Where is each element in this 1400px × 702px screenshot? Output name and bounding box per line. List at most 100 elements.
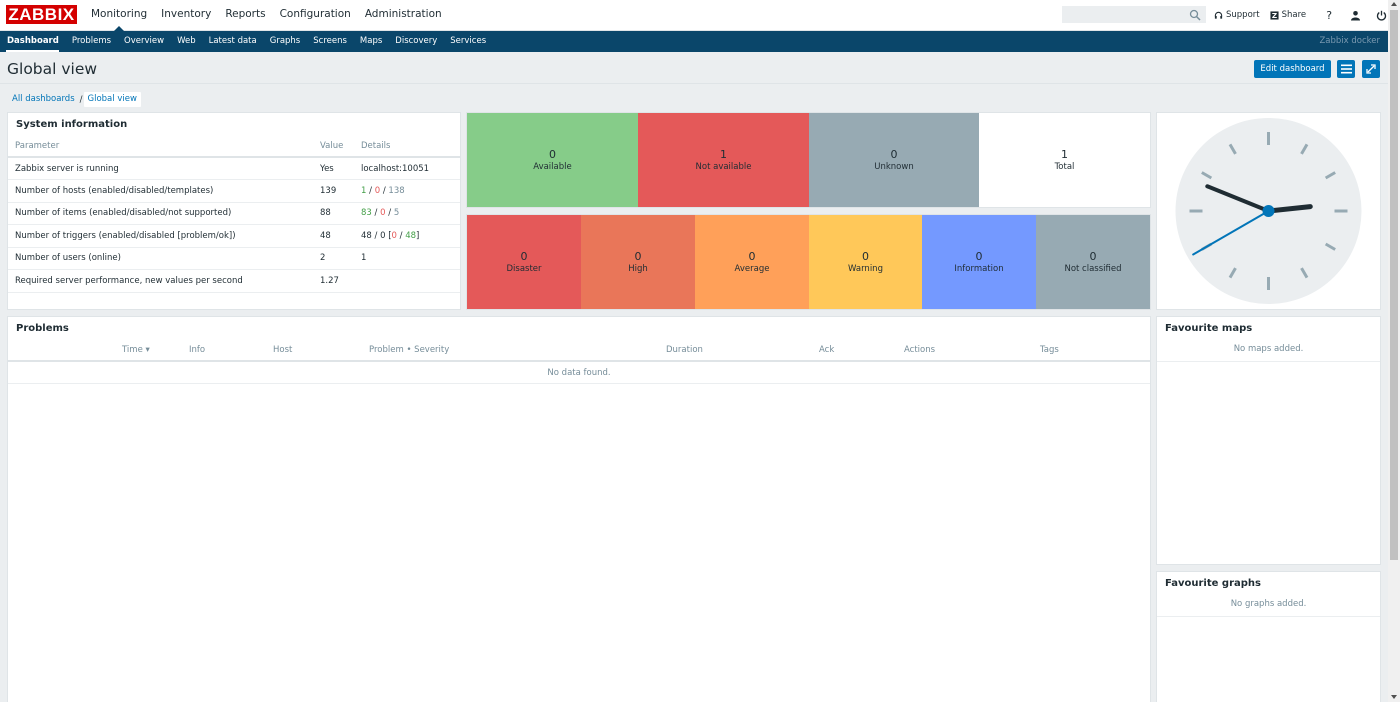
main-menu-configuration[interactable]: Configuration bbox=[279, 8, 351, 20]
widget-title: Favourite graphs bbox=[1165, 578, 1261, 589]
clock-minute-hand bbox=[1205, 184, 1271, 213]
column-header-parameter: Parameter bbox=[8, 136, 313, 158]
severity-tiles: 0 Disaster 0 High 0 Average 0 Warning 0 … bbox=[467, 215, 1150, 309]
tile-label: Unknown bbox=[874, 162, 914, 172]
clock-second-hand bbox=[1192, 210, 1270, 256]
host-availability-widget: 0 Available 1 Not available 0 Unknown 1 … bbox=[466, 112, 1151, 208]
tile-count: 1 bbox=[720, 148, 727, 161]
host-not-available-tile[interactable]: 1 Not available bbox=[638, 113, 809, 207]
severity-high-tile[interactable]: 0 High bbox=[581, 215, 695, 309]
value-cell: 88 bbox=[313, 202, 354, 225]
fullscreen-button[interactable] bbox=[1362, 60, 1380, 78]
table-row: Zabbix server is running Yes localhost:1… bbox=[8, 157, 460, 180]
severity-not-classified-tile[interactable]: 0 Not classified bbox=[1036, 215, 1150, 309]
sub-menu-dashboard[interactable]: Dashboard bbox=[0, 31, 65, 52]
share-label: Share bbox=[1281, 10, 1307, 20]
main-menu-reports[interactable]: Reports bbox=[225, 8, 266, 20]
tile-label: Not available bbox=[695, 162, 752, 172]
parameter-cell: Number of items (enabled/disabled/not su… bbox=[8, 202, 313, 225]
details-cell: 83 / 0 / 5 bbox=[354, 202, 460, 225]
column-header-time[interactable]: Time ▾ bbox=[122, 345, 150, 355]
system-information-widget: System information Parameter Value Detai… bbox=[7, 112, 461, 310]
table-row: Number of hosts (enabled/disabled/templa… bbox=[8, 179, 460, 203]
details-cell: 1 bbox=[354, 247, 460, 270]
sub-menu-latest-data[interactable]: Latest data bbox=[208, 36, 257, 46]
severity-average-tile[interactable]: 0 Average bbox=[695, 215, 809, 309]
sub-menu-discovery[interactable]: Discovery bbox=[395, 36, 438, 46]
sign-out-icon[interactable] bbox=[1374, 8, 1388, 22]
value-cell: 48 bbox=[313, 224, 354, 248]
tile-count: 0 bbox=[748, 250, 756, 263]
table-row: Required server performance, new values … bbox=[8, 269, 460, 293]
fullscreen-icon bbox=[1366, 64, 1376, 74]
table-row: Number of triggers (enabled/disabled [pr… bbox=[8, 224, 460, 248]
details-cell: localhost:10051 bbox=[354, 157, 460, 180]
parameter-cell: Number of hosts (enabled/disabled/templa… bbox=[8, 179, 313, 203]
sub-menu-screens[interactable]: Screens bbox=[313, 36, 347, 46]
separator: / bbox=[371, 208, 381, 219]
scroll-up-arrow[interactable] bbox=[1391, 2, 1397, 6]
problem-count: 0 bbox=[391, 230, 397, 241]
details-cell: 48 / 0 [0 / 48] bbox=[354, 224, 460, 248]
column-header-tags: Tags bbox=[1040, 345, 1059, 355]
sub-menu-graphs[interactable]: Graphs bbox=[269, 36, 301, 46]
tile-label: Total bbox=[1054, 162, 1075, 172]
separator: / bbox=[366, 185, 375, 196]
host-available-tile[interactable]: 0 Available bbox=[467, 113, 638, 207]
zabbix-logo[interactable]: ZABBIX bbox=[6, 5, 77, 24]
triggers-prefix: 48 / 0 [ bbox=[361, 230, 392, 241]
host-availability-tiles: 0 Available 1 Not available 0 Unknown 1 … bbox=[467, 113, 1150, 207]
dashboard-actions-button[interactable] bbox=[1337, 60, 1355, 78]
analog-clock bbox=[1175, 118, 1362, 304]
severity-disaster-tile[interactable]: 0 Disaster bbox=[467, 215, 581, 309]
sub-menu-maps[interactable]: Maps bbox=[359, 36, 383, 46]
widget-title: System information bbox=[16, 119, 128, 130]
search-icon[interactable] bbox=[1189, 9, 1201, 21]
tile-count: 1 bbox=[1061, 148, 1068, 161]
sub-menu-overview[interactable]: Overview bbox=[124, 36, 165, 46]
host-total-tile[interactable]: 1 Total bbox=[979, 113, 1150, 207]
sub-menu-problems[interactable]: Problems bbox=[71, 36, 112, 46]
no-graphs-message: No graphs added. bbox=[1157, 595, 1380, 617]
sub-menu-services[interactable]: Services bbox=[450, 36, 487, 46]
scroll-down-arrow[interactable] bbox=[1391, 695, 1397, 699]
sub-menu-web[interactable]: Web bbox=[177, 36, 196, 46]
widget-title: Problems bbox=[16, 323, 69, 334]
no-data-message: No data found. bbox=[8, 362, 1150, 384]
main-menu-administration[interactable]: Administration bbox=[364, 8, 442, 20]
problems-table-header: Time ▾ Info Host Problem • Severity Dura… bbox=[8, 340, 1150, 362]
tile-label: Not classified bbox=[1064, 264, 1122, 274]
tile-label: Average bbox=[734, 264, 770, 274]
severity-warning-tile[interactable]: 0 Warning bbox=[809, 215, 922, 309]
share-link[interactable]: Z Share bbox=[1270, 10, 1307, 20]
separator: / bbox=[396, 230, 406, 241]
severity-information-tile[interactable]: 0 Information bbox=[922, 215, 1036, 309]
user-profile-icon[interactable] bbox=[1348, 8, 1362, 22]
favourite-graphs-widget: Favourite graphs No graphs added. bbox=[1156, 571, 1381, 702]
sub-menu-bar: Dashboard Problems Overview Web Latest d… bbox=[0, 31, 1388, 52]
tile-label: Warning bbox=[848, 264, 883, 274]
main-menu-inventory[interactable]: Inventory bbox=[161, 8, 212, 20]
page-scrollbar[interactable] bbox=[1388, 0, 1400, 702]
problems-widget: Problems Time ▾ Info Host Problem • Seve… bbox=[7, 316, 1151, 702]
main-menu-monitoring[interactable]: Monitoring bbox=[84, 0, 154, 31]
breadcrumb-all-dashboards[interactable]: All dashboards bbox=[12, 94, 75, 104]
column-header-duration: Duration bbox=[666, 345, 703, 355]
column-header-problem-severity: Problem • Severity bbox=[369, 345, 450, 355]
ok-count: 48 bbox=[405, 230, 417, 241]
clock-tick-mark bbox=[1228, 267, 1237, 279]
help-icon[interactable]: ? bbox=[1326, 8, 1333, 22]
support-link[interactable]: Support bbox=[1214, 10, 1260, 20]
search-input[interactable] bbox=[1062, 6, 1206, 23]
host-unknown-tile[interactable]: 0 Unknown bbox=[809, 113, 979, 207]
user-icon bbox=[1350, 10, 1360, 20]
headset-icon bbox=[1214, 11, 1223, 19]
tile-label: High bbox=[628, 264, 648, 274]
table-header-row: Parameter Value Details bbox=[8, 136, 460, 158]
edit-dashboard-button[interactable]: Edit dashboard bbox=[1254, 60, 1331, 78]
support-label: Support bbox=[1226, 10, 1260, 20]
value-cell: 2 bbox=[313, 247, 354, 270]
breadcrumb-current[interactable]: Global view bbox=[83, 92, 141, 107]
scrollbar-thumb[interactable] bbox=[1390, 10, 1398, 560]
favourite-maps-widget: Favourite maps No maps added. bbox=[1156, 316, 1381, 565]
